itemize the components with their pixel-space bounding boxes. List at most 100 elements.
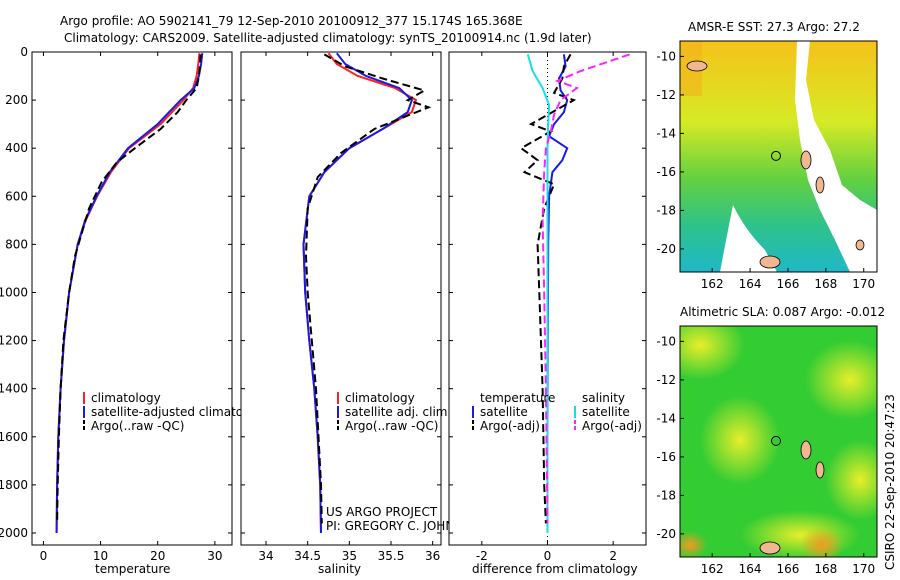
sla-map-frame	[679, 325, 878, 558]
temperature-legend: climatology satellite-adjusted climatolo…	[83, 391, 269, 433]
island-shape	[800, 440, 812, 460]
y-tick-label: 800	[5, 237, 28, 251]
salinity-axes-frame	[240, 51, 442, 546]
difference-panel: -2 0 2 difference from climatology tempera…	[448, 51, 647, 576]
x-tick-label: 20	[150, 549, 165, 563]
legend-label-argo: Argo(..raw -QC)	[345, 419, 438, 433]
csiro-timestamp: CSIRO 22-Sep-2010 20:47:23	[883, 394, 897, 570]
legend-label-satellite-adj: satellite adj. clim.	[345, 405, 451, 419]
series-line-argo-raw-qc	[304, 53, 432, 524]
island-shape	[855, 239, 865, 251]
series-line-satellite-adj-clim	[302, 52, 413, 534]
difference-series-group	[519, 53, 630, 533]
sst-missing-data-band	[795, 41, 877, 272]
temperature-axes-frame	[31, 51, 233, 546]
temperature-panel: 0 10 20 30 0 200 400 600 800 1000 1200 1400 1600 1800…	[0, 45, 269, 576]
y-tick-label: 1200	[0, 334, 28, 348]
y-tick-label: 1600	[0, 430, 28, 444]
sla-high-region	[700, 395, 780, 485]
y-tick-label: -10	[656, 334, 676, 348]
x-tick-label: 34	[258, 549, 273, 563]
x-tick-label: 166	[777, 562, 800, 576]
x-tick-label: 164	[739, 562, 762, 576]
y-tick-label: -18	[656, 488, 676, 502]
legend-label-temp-satellite: satellite	[480, 405, 528, 419]
sla-high-region	[825, 440, 877, 520]
difference-legend-salinity: salinity satellite Argo(-adj)	[574, 391, 642, 433]
sla-high-region	[805, 340, 877, 420]
sst-map-title: AMSR-E SST: 27.3 Argo: 27.2	[688, 20, 860, 34]
series-line-salinity-argo-adj	[541, 53, 630, 524]
series-line-salinity-satellite	[526, 54, 551, 533]
y-tick-label: 200	[5, 93, 28, 107]
series-line-argo-raw-qc	[56, 54, 202, 524]
temperature-series-group	[55, 53, 204, 534]
x-tick-label: 30	[207, 549, 222, 563]
y-tick-label: -20	[656, 242, 676, 256]
difference-ticks-group: -2 0 2	[449, 51, 646, 563]
x-tick-label: -2	[476, 549, 488, 563]
legend-label-climatology: climatology	[91, 391, 161, 405]
x-tick-label: 0	[40, 549, 48, 563]
x-tick-label: 162	[701, 562, 724, 576]
sst-missing-data-coast	[720, 205, 777, 272]
x-tick-label: 34.5	[294, 549, 321, 563]
island-shape	[686, 60, 708, 72]
difference-xlabel: difference from climatology	[472, 562, 638, 576]
x-tick-label: 10	[93, 549, 108, 563]
salinity-series-group	[302, 52, 432, 534]
salinity-legend: climatology satellite adj. clim. Argo(..…	[337, 391, 451, 433]
sla-map-title: Altimetric SLA: 0.087 Argo: -0.012	[680, 305, 885, 319]
difference-legend-temperature: temperature satellite Argo(-adj)	[472, 391, 555, 433]
header-line2: Climatology: CARS2009. Satellite-adjuste…	[64, 31, 592, 45]
y-tick-label: 400	[5, 141, 28, 155]
header-line1: Argo profile: AO 5902141_79 12-Sep-2010 …	[60, 14, 523, 28]
temperature-ticks-group: 0 10 20 30 0 200 400 600 800 1000 1200 1400 1600 1800…	[0, 45, 232, 563]
sla-high-region	[680, 326, 745, 380]
y-tick-label: 1400	[0, 382, 28, 396]
temperature-xlabel: temperature	[95, 562, 170, 576]
legend-title-salinity: salinity	[582, 391, 625, 405]
legend-label-sal-argo: Argo(-adj)	[582, 419, 642, 433]
sst-map-ticks: 162 164 166 168 170 -10 -12 -14 -16 -18 -20	[656, 49, 875, 291]
y-tick-label: -12	[656, 88, 676, 102]
x-tick-label: 168	[814, 277, 837, 291]
sst-map-panel: AMSR-E SST: 27.3 Argo: 27.2 162 164 166 168…	[656, 20, 878, 291]
x-tick-label: 0	[544, 549, 552, 563]
float-position-marker	[771, 150, 781, 161]
x-tick-label: 2	[609, 549, 617, 563]
y-tick-label: -14	[656, 411, 676, 425]
legend-title-temperature: temperature	[480, 391, 555, 405]
y-tick-label: -12	[656, 373, 676, 387]
sla-map-panel: Altimetric SLA: 0.087 Argo: -0.012 162 16…	[656, 305, 885, 576]
legend-label-temp-argo: Argo(-adj)	[480, 419, 540, 433]
y-tick-label: -14	[656, 126, 676, 140]
salinity-panel: 34 34.5 35 35.5 36 salinity climatology sate…	[240, 51, 480, 576]
x-tick-label: 35	[342, 549, 357, 563]
y-tick-label: -10	[656, 49, 676, 63]
island-shape	[815, 461, 825, 479]
x-tick-label: 168	[814, 562, 837, 576]
y-tick-label: 2000	[0, 526, 28, 540]
y-tick-label: -20	[656, 527, 676, 541]
series-line-temperature-argo-adj	[519, 53, 577, 524]
sla-high-region	[740, 510, 860, 557]
island-shape	[800, 150, 812, 170]
sst-map-frame	[679, 40, 878, 273]
x-tick-label: 166	[777, 277, 800, 291]
legend-label-climatology: climatology	[345, 391, 415, 405]
legend-label-argo: Argo(..raw -QC)	[91, 419, 184, 433]
x-tick-label: 35.5	[378, 549, 405, 563]
legend-label-satellite-adjusted: satellite-adjusted climatology	[91, 405, 269, 419]
legend-label-sal-satellite: satellite	[582, 405, 630, 419]
island-shape	[759, 541, 781, 555]
x-tick-label: 170	[852, 562, 875, 576]
y-tick-label: 1000	[0, 285, 28, 299]
sla-map-ticks: 162 164 166 168 170 -10 -12 -14 -16 -18 -20	[656, 334, 875, 576]
sla-peak-region	[800, 527, 844, 557]
x-tick-label: 170	[852, 277, 875, 291]
x-tick-label: 162	[701, 277, 724, 291]
x-tick-label: 36	[425, 549, 440, 563]
y-tick-label: -16	[656, 165, 676, 179]
island-shape	[815, 176, 825, 194]
